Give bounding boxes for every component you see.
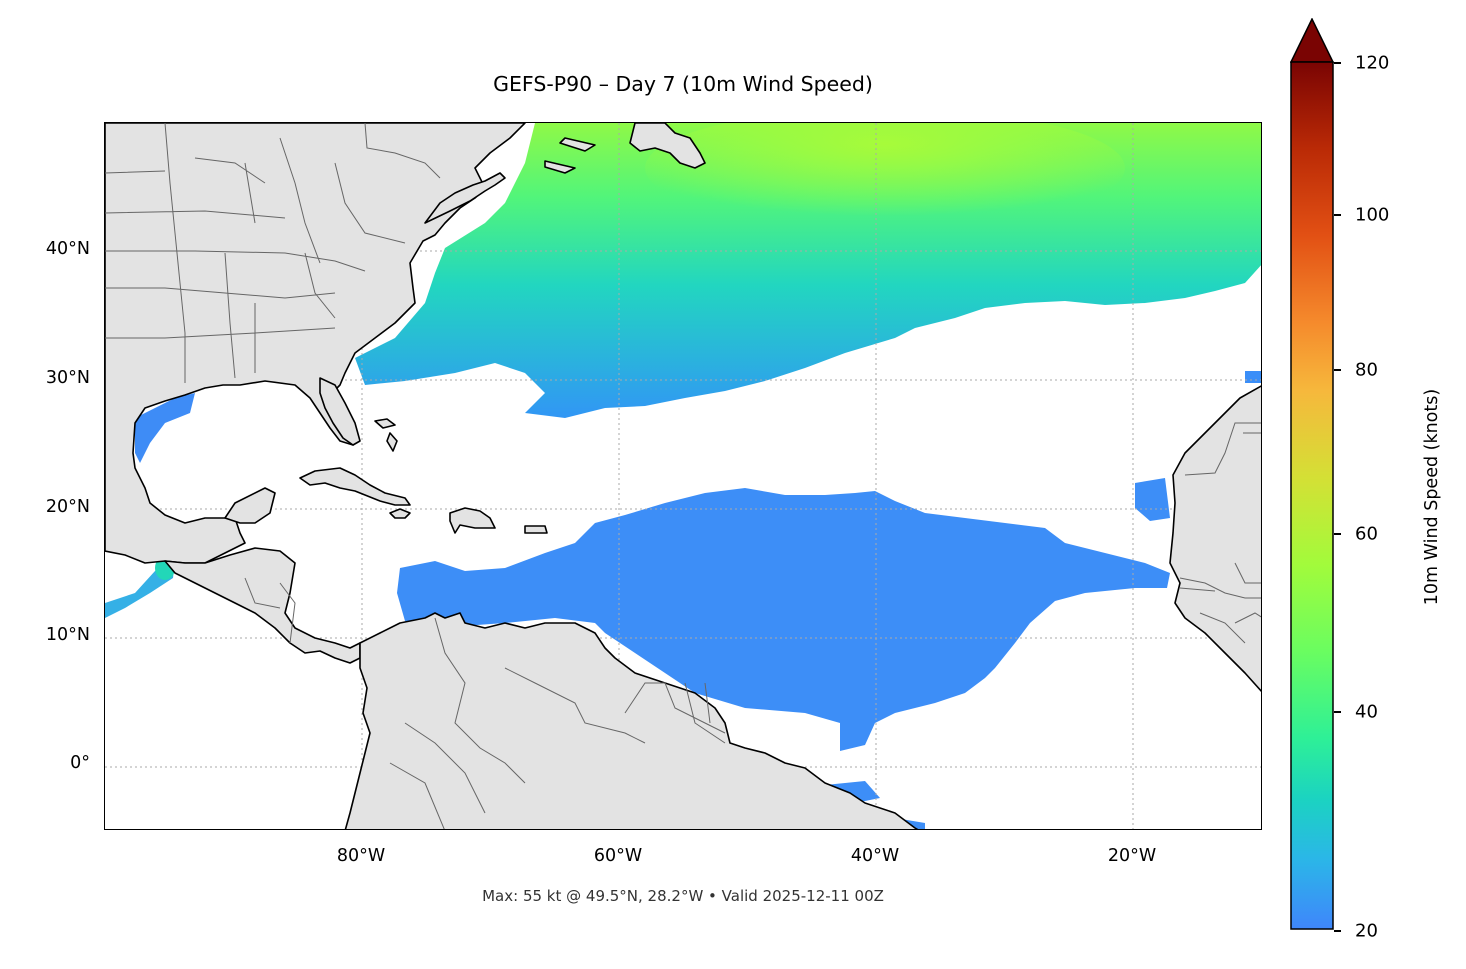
north-america	[105, 123, 526, 564]
y-axis-label-40n: 40°N	[45, 239, 90, 259]
x-axis-label-80w: 80°W	[336, 846, 386, 866]
political-borders	[105, 123, 1261, 829]
newfoundland	[629, 123, 706, 169]
y-axis-label-20n: 20°N	[45, 497, 90, 517]
colorbar-label-60: 60	[1355, 523, 1378, 545]
colorbar-label-100: 100	[1355, 204, 1390, 226]
map-canvas	[105, 123, 1261, 829]
colorbar-tick-80	[1334, 369, 1341, 371]
colorbar-tick-60	[1334, 533, 1341, 535]
colorbar-tick-120	[1334, 62, 1341, 64]
colorbar-label-120: 120	[1355, 52, 1390, 74]
footnote-max-valid: Max: 55 kt @ 49.5°N, 28.2°W • Valid 2025…	[482, 887, 884, 905]
yucatan	[224, 487, 276, 524]
x-axis-label-60w: 60°W	[593, 846, 643, 866]
south-america	[344, 612, 919, 829]
y-axis-label-30n: 30°N	[45, 368, 90, 388]
map-panel[interactable]	[104, 122, 1262, 830]
hispaniola	[449, 507, 496, 534]
y-axis-label-10n: 10°N	[45, 625, 90, 645]
chart-title: GEFS-P90 – Day 7 (10m Wind Speed)	[493, 72, 873, 96]
west-africa	[1169, 385, 1261, 692]
nova-scotia	[424, 172, 506, 224]
colorbar	[1290, 18, 1334, 930]
colorbar-title: 10m Wind Speed (knots)	[1422, 388, 1442, 606]
colorbar-label-80: 80	[1355, 359, 1378, 381]
x-axis-label-40w: 40°W	[850, 846, 900, 866]
central-america	[164, 547, 361, 664]
florida	[319, 377, 361, 446]
cuba	[299, 467, 411, 506]
jamaica	[389, 508, 411, 519]
colorbar-label-40: 40	[1355, 701, 1378, 723]
wind-field-north-atlantic	[355, 123, 1261, 418]
colorbar-tick-20	[1334, 930, 1341, 932]
puerto-rico	[524, 525, 548, 534]
colorbar-label-20: 20	[1355, 920, 1378, 942]
colorbar-tick-100	[1334, 214, 1341, 216]
x-axis-label-20w: 20°W	[1107, 846, 1157, 866]
y-axis-label-0: 0°	[70, 753, 90, 773]
colorbar-tick-40	[1334, 711, 1341, 713]
land	[105, 123, 1261, 829]
